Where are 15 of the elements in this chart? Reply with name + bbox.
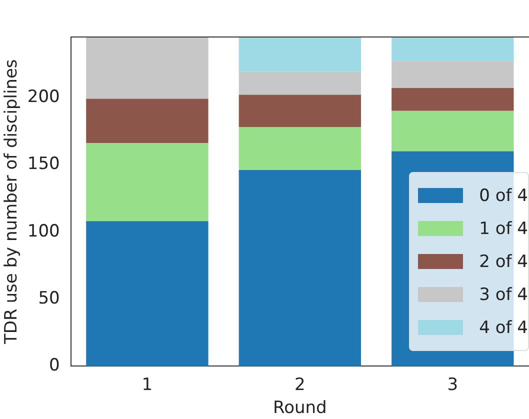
x-tick-label: 1: [142, 374, 153, 395]
x-axis-title: Round: [273, 398, 327, 418]
y-tick-label: 100: [27, 221, 60, 242]
y-tick-label: 0: [49, 356, 60, 376]
y-axis-title: TDR use by number of disciplines: [2, 59, 22, 345]
legend-label: 2 of 4: [479, 252, 528, 272]
legend-label: 4 of 4: [479, 318, 528, 338]
x-tick-label: 3: [447, 374, 458, 395]
y-tick-label: 200: [27, 86, 60, 107]
legend-label: 1 of 4: [479, 218, 528, 238]
y-tick-label: 50: [38, 288, 60, 308]
legend-label: 0 of 4: [479, 186, 528, 206]
y-tick-label: 150: [27, 154, 60, 174]
x-tick-label: 2: [294, 374, 306, 395]
legend-label: 3 of 4: [479, 284, 528, 304]
